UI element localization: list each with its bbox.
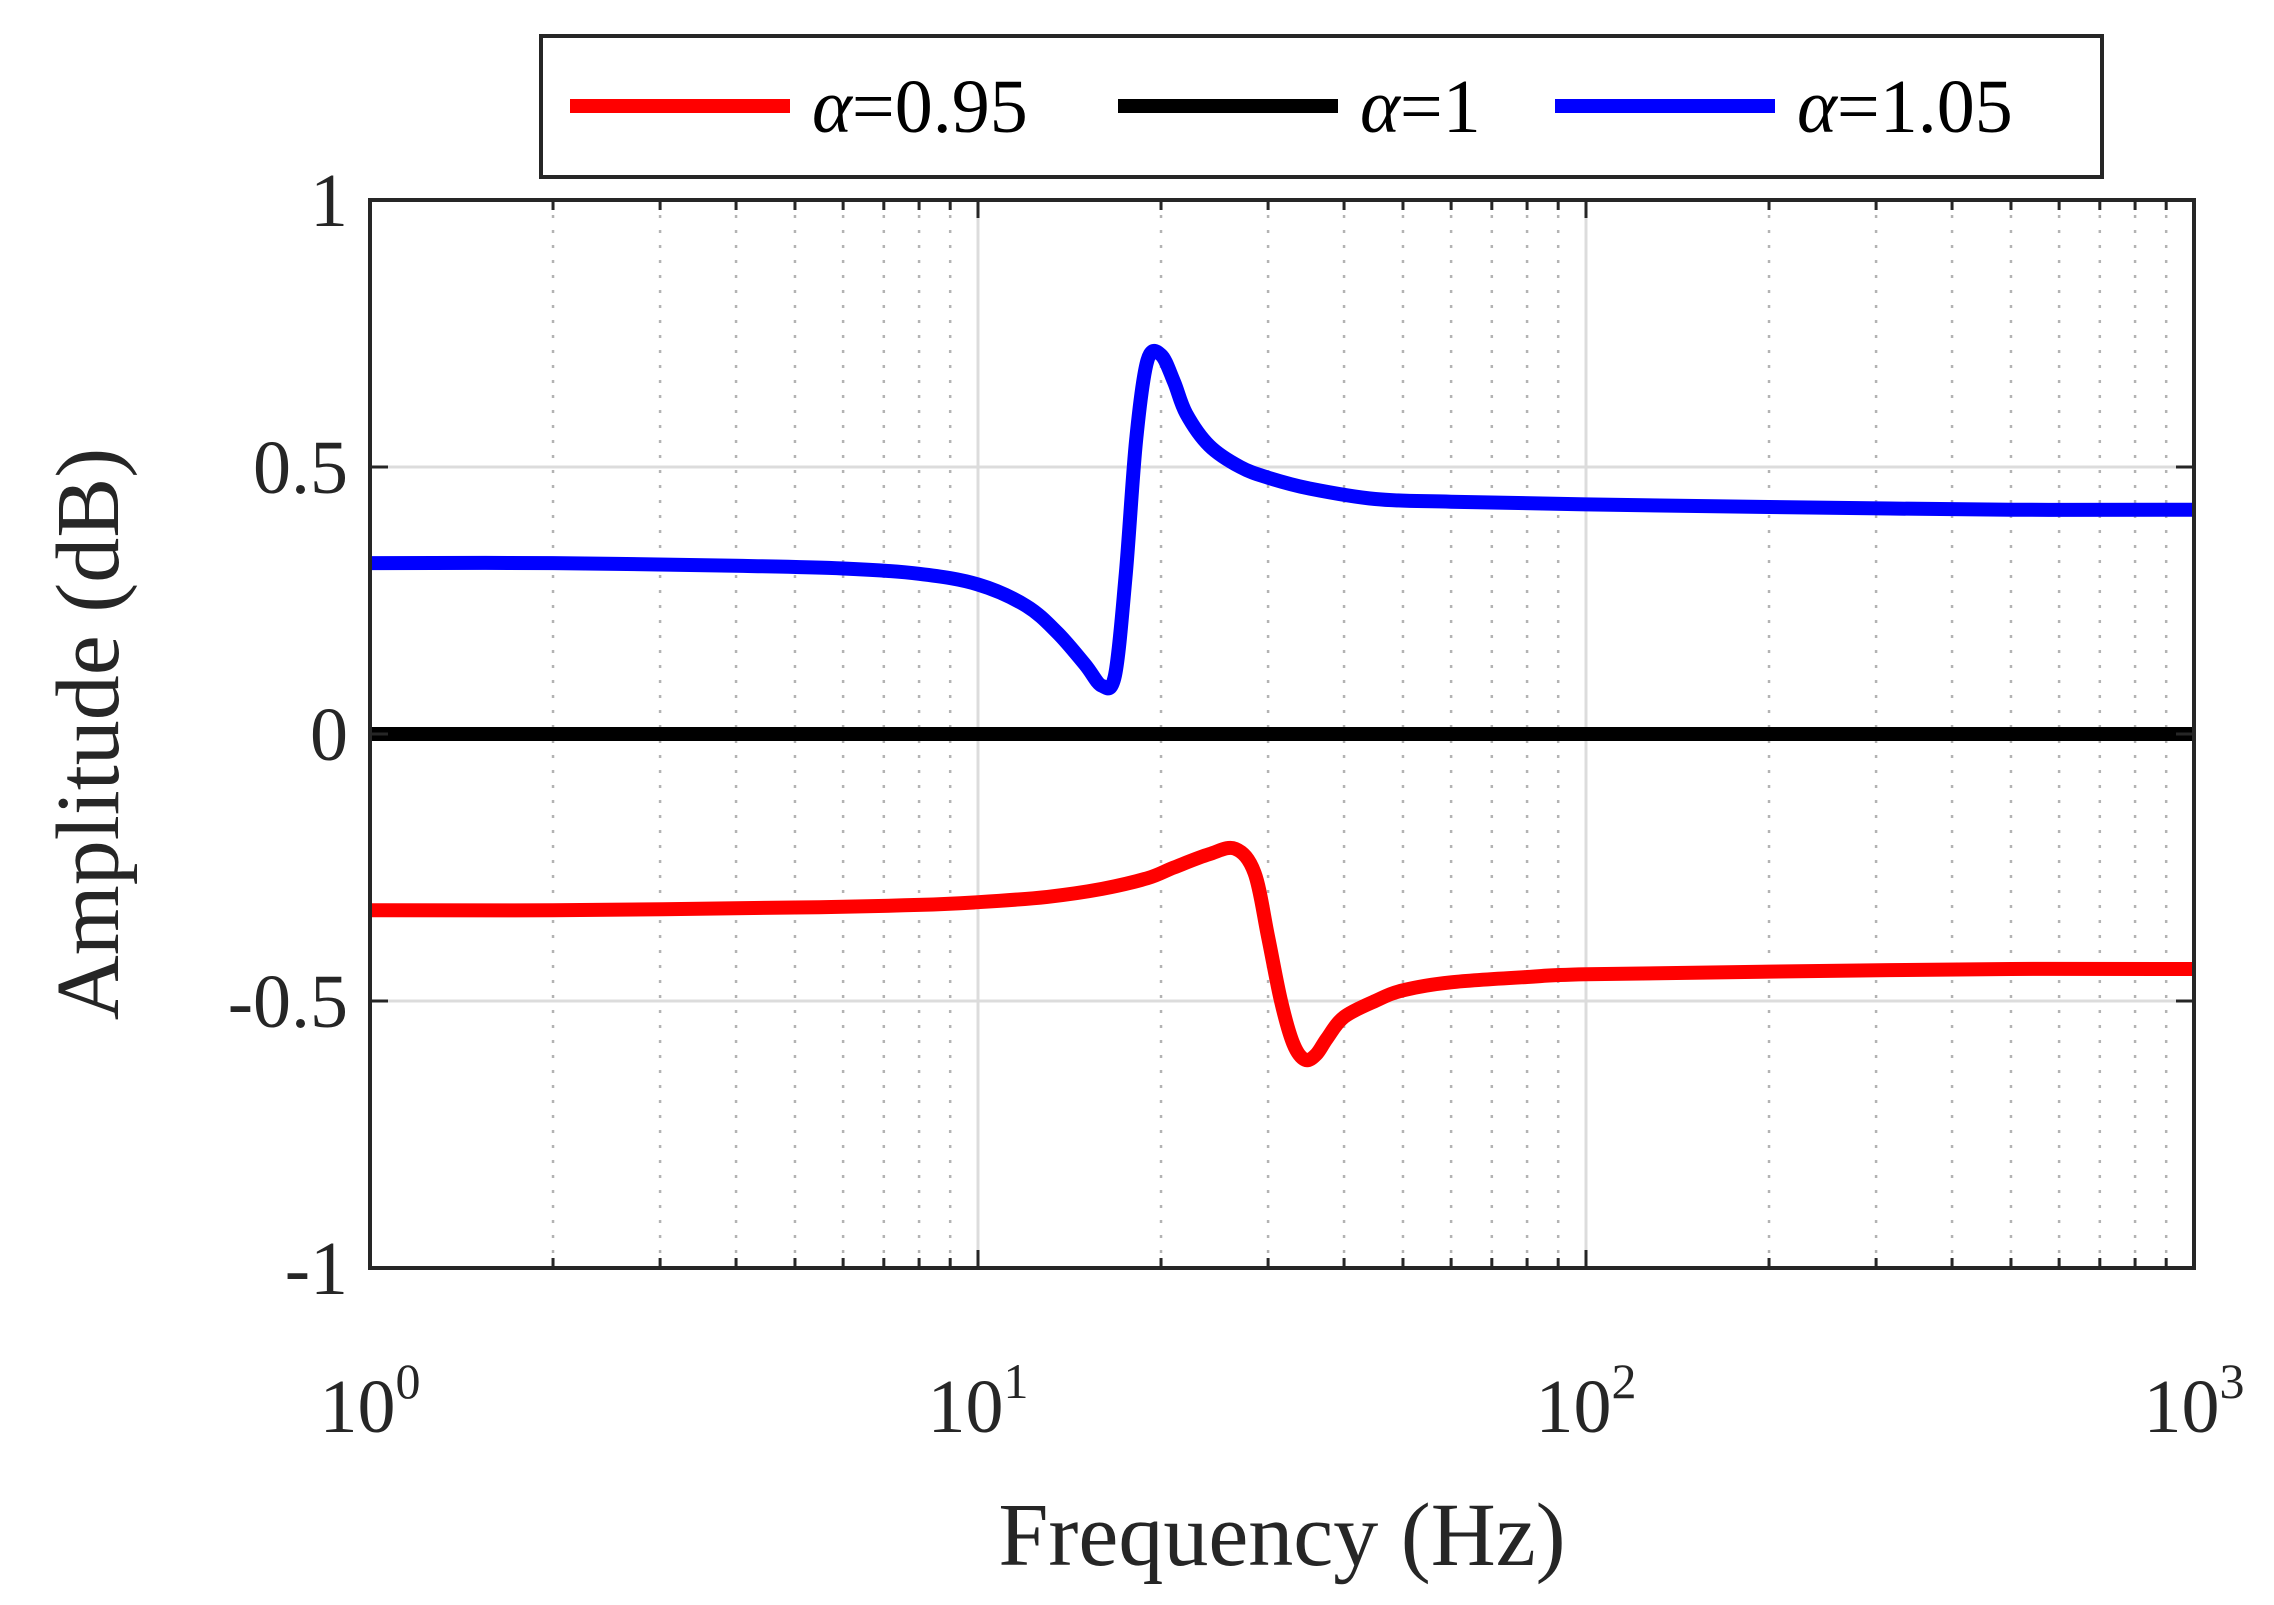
y-tick-label: 1: [310, 159, 348, 243]
y-tick-label: -1: [285, 1227, 348, 1311]
y-tick-label: -0.5: [228, 960, 348, 1044]
y-axis-title: Amplitude (dB): [39, 448, 138, 1020]
series-line-0: [369, 840, 2195, 1068]
legend-label-2: α=1.05: [1797, 65, 2013, 149]
legend-label-1: α=1: [1360, 65, 1481, 149]
legend-label-0: α=0.95: [812, 65, 1028, 149]
x-tick-label: 102: [1536, 1353, 1637, 1449]
legend: α=0.95 α=1 α=1.05: [539, 34, 2104, 179]
x-tick-labels: 100 101 102 103: [320, 1353, 2245, 1449]
x-tick-label: 101: [928, 1353, 1029, 1449]
x-tick-label: 100: [320, 1353, 421, 1449]
series-layer: [369, 344, 2195, 1068]
y-tick-label: 0: [310, 693, 348, 777]
ticks-layer: [368, 198, 2196, 1270]
x-axis-title: Frequency (Hz): [998, 1486, 1565, 1585]
x-tick-label: 103: [2144, 1353, 2245, 1449]
y-tick-labels: 1 0.5 0 -0.5 -1: [228, 159, 348, 1311]
series-line-2: [369, 344, 2195, 696]
y-tick-label: 0.5: [253, 426, 348, 510]
